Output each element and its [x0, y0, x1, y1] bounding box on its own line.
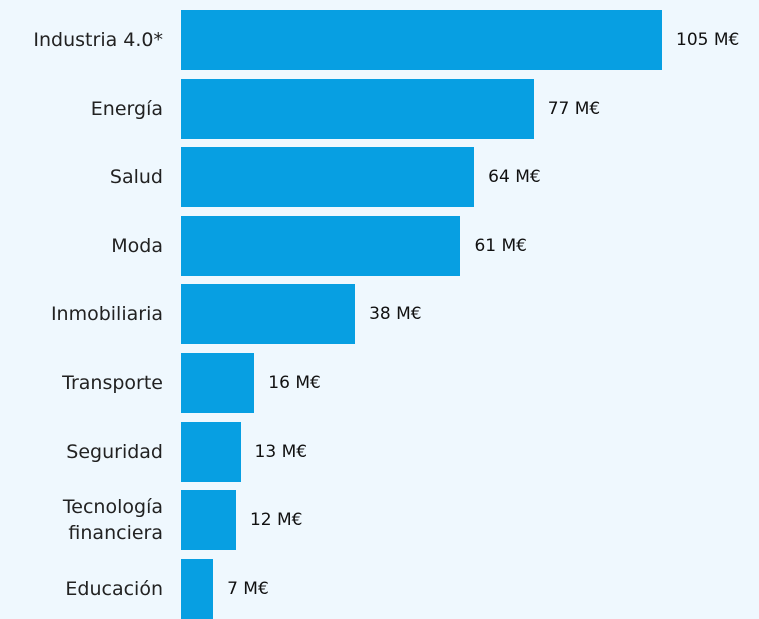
bar — [181, 215, 461, 276]
value-label: 12 M€ — [249, 510, 303, 531]
category-label: Educación — [65, 577, 163, 600]
bar — [181, 490, 236, 551]
bar — [181, 78, 534, 139]
value-label: 38 M€ — [369, 304, 422, 325]
value-label: 64 M€ — [488, 167, 541, 188]
bar — [181, 421, 241, 482]
value-label: 61 M€ — [474, 235, 527, 256]
category-label: Seguridad — [66, 440, 163, 463]
bar — [181, 147, 475, 208]
value-label: 13 M€ — [254, 441, 308, 462]
bar — [181, 558, 214, 619]
category-label: Moda — [111, 234, 163, 257]
category-label: Industria 4.0* — [33, 29, 163, 51]
category-label: Salud — [109, 166, 163, 189]
value-label: 16 M€ — [268, 373, 321, 393]
bar — [181, 10, 662, 70]
category-label: Transporte — [62, 372, 163, 394]
category-label: Tecnología financiera — [62, 496, 163, 545]
value-label: 77 M€ — [547, 98, 601, 119]
category-label: Energía — [90, 97, 163, 120]
bar — [181, 353, 255, 413]
category-label: Inmobiliaria — [50, 303, 163, 326]
value-label: 105 M€ — [676, 30, 740, 50]
bar — [181, 284, 356, 345]
value-label: 7 M€ — [227, 578, 269, 599]
